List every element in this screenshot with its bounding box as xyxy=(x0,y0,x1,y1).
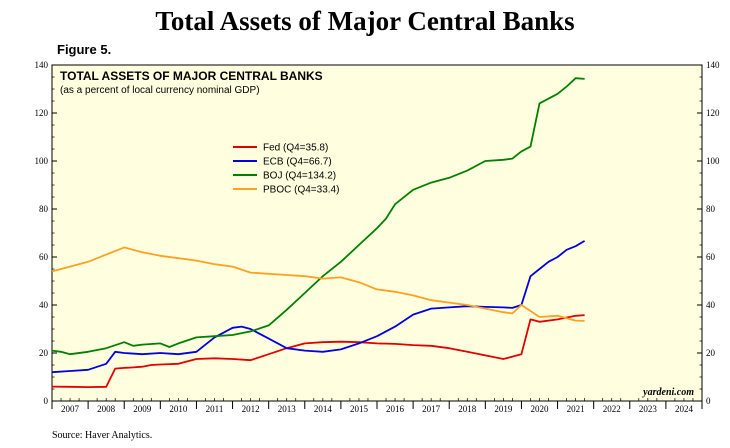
y-tick-label-right: 80 xyxy=(706,204,716,214)
legend-label-pboc: PBOC (Q4=33.4) xyxy=(263,185,339,196)
page-title: Total Assets of Major Central Banks xyxy=(155,6,575,36)
y-tick-label-left: 40 xyxy=(39,300,49,310)
y-tick-label-right: 140 xyxy=(706,60,720,70)
x-tick-label: 2020 xyxy=(531,404,550,414)
plot-area xyxy=(51,64,703,402)
y-tick-label-left: 0 xyxy=(44,396,49,406)
figure-label: Figure 5. xyxy=(57,42,112,57)
x-tick-label: 2018 xyxy=(458,404,477,414)
series-line-ecb xyxy=(51,240,586,374)
chart-title: TOTAL ASSETS OF MAJOR CENTRAL BANKS xyxy=(60,69,323,83)
y-tick-label-right: 60 xyxy=(706,252,716,262)
x-tick-label: 2022 xyxy=(603,404,621,414)
chart-subtitle: (as a percent of local currency nominal … xyxy=(60,85,260,96)
x-tick-label: 2011 xyxy=(206,404,224,414)
y-tick-label-left: 120 xyxy=(35,108,49,118)
y-tick-label-right: 20 xyxy=(706,348,716,358)
x-tick-label: 2019 xyxy=(494,404,513,414)
x-tick-label: 2008 xyxy=(97,404,116,414)
series-line-pboc xyxy=(51,246,585,322)
legend-label-ecb: ECB (Q4=66.7) xyxy=(263,157,332,168)
x-tick-label: 2013 xyxy=(278,404,297,414)
x-tick-label: 2014 xyxy=(314,404,333,414)
x-tick-label: 2023 xyxy=(639,404,658,414)
x-tick-label: 2017 xyxy=(422,404,441,414)
x-tick-label: 2009 xyxy=(133,404,152,414)
x-tick-label: 2015 xyxy=(350,404,369,414)
credit-label: yardeni.com xyxy=(642,387,694,398)
x-tick-label: 2012 xyxy=(242,404,260,414)
y-tick-label-right: 40 xyxy=(706,300,716,310)
x-tick-label: 2016 xyxy=(386,404,405,414)
y-tick-label-left: 60 xyxy=(39,252,49,262)
y-tick-label-right: 120 xyxy=(706,108,720,118)
legend-label-fed: Fed (Q4=35.8) xyxy=(263,143,328,154)
y-tick-label-left: 20 xyxy=(39,348,49,358)
y-tick-label-left: 140 xyxy=(35,60,49,70)
y-tick-label-left: 80 xyxy=(39,204,49,214)
series-line-fed xyxy=(51,314,585,389)
source-note: Source: Haver Analytics. xyxy=(52,430,153,441)
series-line-boj xyxy=(51,77,585,356)
x-tick-label: 2010 xyxy=(169,404,188,414)
x-tick-label: 2021 xyxy=(567,404,585,414)
x-tick-label: 2024 xyxy=(675,404,694,414)
legend-label-boj: BOJ (Q4=134.2) xyxy=(263,171,336,182)
y-tick-label-left: 100 xyxy=(35,156,49,166)
y-tick-label-right: 0 xyxy=(706,396,711,406)
y-tick-label-right: 100 xyxy=(706,156,720,166)
x-tick-label: 2007 xyxy=(61,404,80,414)
